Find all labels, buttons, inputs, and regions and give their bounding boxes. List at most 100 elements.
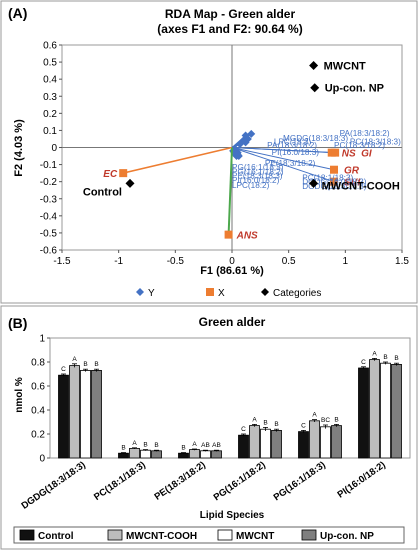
bar [331, 425, 342, 459]
rda-title: RDA Map - Green alder [165, 7, 296, 21]
rda-y-label: PC(18:1/18:3) [302, 173, 353, 182]
rda-x-vector [231, 147, 335, 183]
bar-legend-label: Up-con. NP [320, 531, 374, 542]
rda-x-point [330, 165, 338, 174]
rda-y-label: PA(18:3/18:2) [340, 129, 390, 138]
rda-x-tick-label: -1.5 [53, 256, 71, 267]
bar [320, 426, 331, 459]
bar-y-tick-label: 1 [39, 334, 45, 345]
rda-category-label: Up-con. NP [325, 83, 384, 95]
bar-significance-letter: A [72, 356, 77, 363]
rda-y-label: PG(16:1/18:2) [232, 167, 284, 176]
bar-y-tick-label: 0.6 [31, 382, 45, 393]
rda-y-label: MGDG(18:3/18:3) [283, 134, 348, 143]
bar [238, 434, 249, 459]
bar-title: Green alder [199, 315, 266, 329]
bar-significance-letter: A [312, 412, 317, 419]
bar-significance-letter: AB [201, 442, 210, 449]
rda-y-tick-label: 0.1 [43, 126, 57, 137]
bar [80, 369, 91, 459]
bar [200, 450, 211, 459]
rda-category-label: MWCNT [324, 61, 366, 73]
bar-significance-letter: B [143, 442, 147, 449]
bar-significance-letter: B [121, 445, 125, 452]
bar [271, 429, 282, 459]
bar-plot-area [49, 337, 411, 459]
rda-category-point [125, 178, 135, 188]
rda-x-tick-label: -1 [114, 256, 123, 267]
rda-category-point [309, 178, 319, 188]
bar-y-axis-label: nmol % [14, 377, 25, 413]
rda-x-point [119, 169, 128, 178]
rda-y-point [232, 152, 241, 161]
rda-category-point [309, 61, 319, 70]
bar-legend-label: MWCNT [236, 531, 274, 542]
rda-x-tick-label: 0 [229, 256, 235, 267]
rda-y-point [241, 138, 250, 147]
rda-legend-marker [136, 288, 144, 296]
rda-y-tick-label: 0 [51, 143, 57, 154]
rda-legend-label: Categories [273, 288, 321, 299]
bar [69, 365, 80, 459]
rda-y-tick-label: -0.6 [40, 246, 58, 257]
bar [369, 359, 380, 459]
rda-x-axis-label: F1 (86.61 %) [200, 265, 264, 277]
bar-significance-letter: BC [321, 417, 330, 424]
rda-y-tick-label: 0.6 [43, 41, 57, 52]
bar-y-tick-label: 0.2 [31, 430, 45, 441]
rda-y-label: LPC(18:2) [232, 181, 270, 190]
bar-legend-swatch [217, 529, 233, 541]
bar-significance-letter: C [241, 426, 246, 433]
bar-legend-label: Control [38, 531, 74, 542]
bar [91, 369, 102, 459]
bar [260, 428, 271, 459]
rda-x-point [331, 148, 340, 157]
rda-legend-label: Y [148, 288, 155, 299]
bar [58, 374, 69, 459]
rda-y-tick-label: -0.5 [40, 228, 58, 239]
rda-y-label: DGDG(18:3/18:3) [302, 182, 366, 191]
bar-legend-swatch [301, 529, 317, 541]
rda-y-tick-label: 0.5 [43, 58, 57, 69]
rda-category-label: Control [83, 186, 122, 198]
bar [309, 420, 320, 459]
bar-significance-letter: A [372, 350, 377, 357]
rda-y-tick-label: 0.3 [43, 92, 57, 103]
bar-significance-letter: B [83, 361, 87, 368]
bar-significance-letter: B [181, 445, 185, 452]
rda-category-label: MWCNT-COOH [322, 180, 400, 192]
bar-x-axis-label: Lipid Species [200, 510, 265, 521]
bar-legend-swatch [19, 529, 35, 541]
rda-x-label: ANS [236, 231, 258, 242]
rda-x-label: GR [344, 166, 360, 177]
rda-legend-label: X [218, 288, 225, 299]
rda-y-label: PG(16:1/18:3) [232, 163, 284, 172]
rda-x-label: NS [342, 149, 356, 160]
rda-y-label: LPC(18:3) [274, 138, 312, 147]
bar-significance-letter: B [383, 354, 387, 361]
bar-significance-letter: AB [212, 442, 221, 449]
rda-y-label: PE(18:3/18:2) [265, 159, 316, 168]
bar-legend-label: MWCNT-COOH [126, 531, 197, 542]
rda-y-label: PI(16:0/18:3) [272, 148, 320, 157]
bar [178, 452, 189, 459]
rda-y-tick-label: -0.3 [40, 194, 58, 205]
rda-y-label: PC(18:3/18:2) [334, 141, 385, 150]
rda-x-label: GI [361, 149, 372, 160]
panel-a-frame [0, 0, 418, 304]
rda-legend: Y X Categories [136, 288, 321, 299]
rda-x-point [224, 230, 233, 239]
bar-significance-letter: C [361, 359, 366, 366]
rda-y-tick-label: -0.2 [40, 177, 58, 188]
bar [358, 367, 369, 459]
rda-x-tick-label: 0.5 [282, 256, 296, 267]
bar [249, 425, 260, 459]
rda-x-point [330, 177, 338, 186]
rda-y-tick-label: -0.4 [40, 211, 58, 222]
rda-category-point [310, 83, 320, 93]
bar [140, 449, 151, 459]
bar [151, 450, 162, 459]
bar-y-tick-label: 0 [39, 454, 45, 465]
rda-x-tick-label: 1 [343, 256, 349, 267]
rda-y-tick-label: -0.1 [40, 160, 58, 171]
